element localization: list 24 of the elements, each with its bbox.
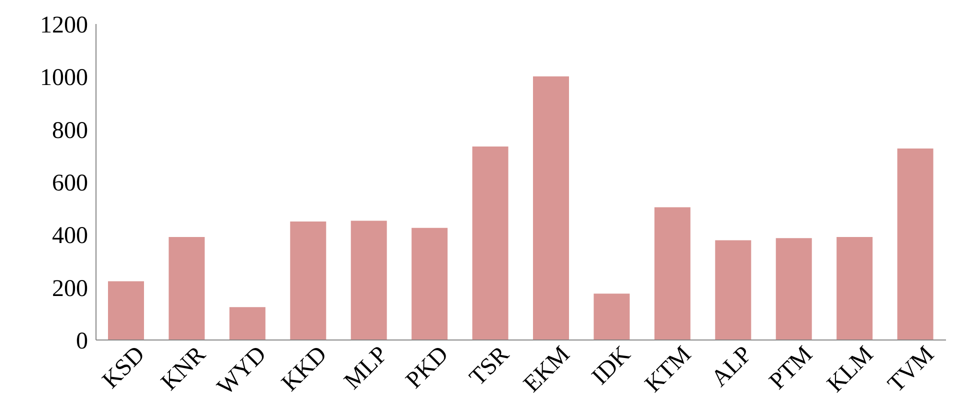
bar <box>897 148 934 340</box>
y-tick-label: 400 <box>52 223 88 250</box>
bar <box>533 76 569 340</box>
x-tick-label: ALP <box>706 342 758 392</box>
bar <box>290 222 326 340</box>
y-tick-label: 1000 <box>40 65 88 92</box>
bar <box>472 146 508 340</box>
bar <box>715 240 752 340</box>
bar <box>836 237 873 340</box>
y-tick-label: 600 <box>52 170 88 197</box>
bar <box>776 238 812 340</box>
bar <box>229 307 266 340</box>
bar <box>412 228 448 340</box>
y-tick-label: 0 <box>76 328 88 355</box>
y-tick-label: 800 <box>52 118 88 144</box>
x-tick-label: IDK <box>587 341 636 390</box>
bar <box>654 207 690 340</box>
y-tick-label: 200 <box>52 276 88 302</box>
bar <box>350 220 387 340</box>
bar <box>108 281 144 340</box>
y-tick-label: 1200 <box>40 12 88 39</box>
bar <box>168 237 205 340</box>
x-tick-label: TSR <box>464 342 514 392</box>
bar <box>594 294 630 340</box>
